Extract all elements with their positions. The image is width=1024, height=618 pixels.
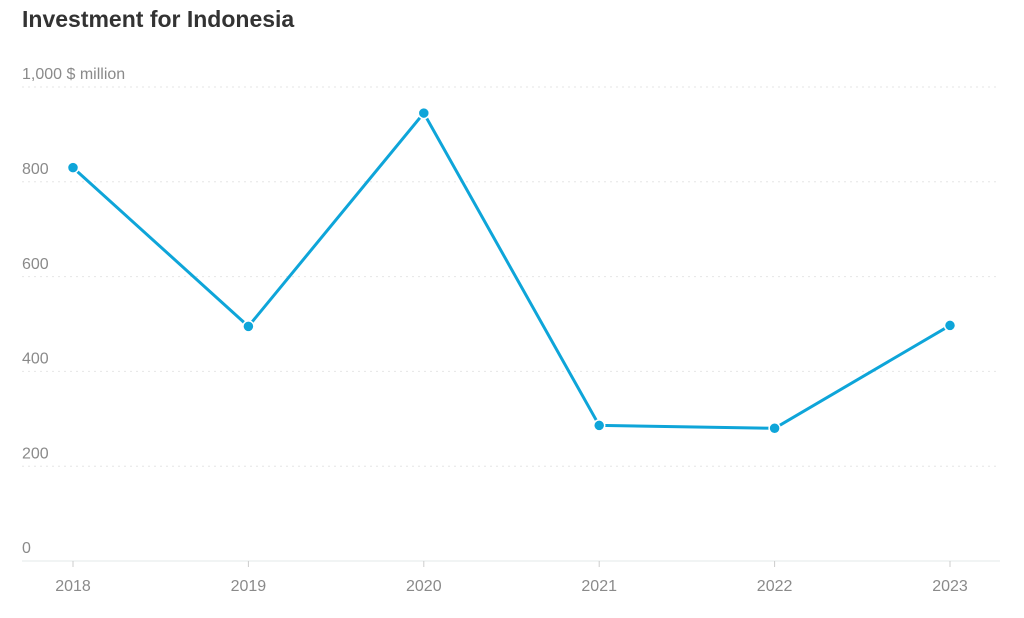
x-tick-label: 2019 [231, 578, 267, 595]
x-tick-label: 2023 [932, 578, 968, 595]
chart-title: Investment for Indonesia [22, 6, 294, 32]
x-tick-label: 2020 [406, 578, 442, 595]
y-tick-label: 200 [22, 445, 49, 462]
y-tick-label: 600 [22, 256, 49, 273]
data-point [242, 320, 255, 333]
y-tick-label: 1,000 $ million [22, 66, 125, 83]
x-tick-label: 2018 [55, 578, 91, 595]
x-tick-label: 2022 [757, 578, 793, 595]
y-tick-label: 800 [22, 161, 49, 178]
data-point [592, 419, 606, 432]
x-tick-label: 2021 [581, 578, 617, 595]
y-tick-label: 400 [22, 351, 49, 368]
y-tick-label: 0 [22, 540, 31, 557]
data-point [417, 106, 431, 120]
data-point [943, 319, 957, 332]
data-point [66, 161, 80, 174]
data-point [768, 422, 781, 435]
series-line [71, 111, 951, 430]
